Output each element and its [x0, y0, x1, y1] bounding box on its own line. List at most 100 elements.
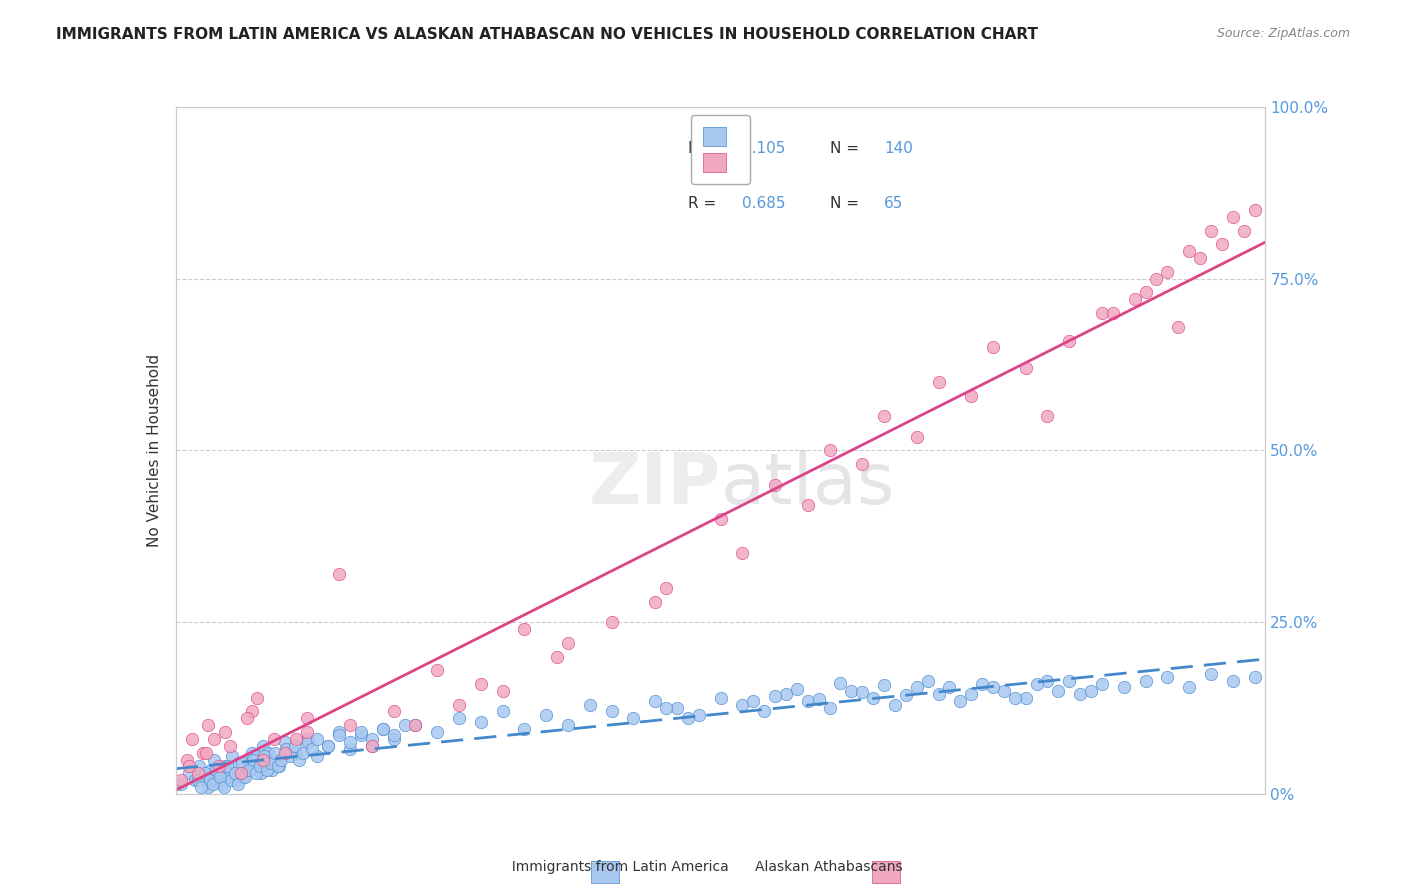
Point [215, 759, 238, 773]
Point [513, 722, 536, 736]
Point [405, 718, 427, 732]
Point [318, 739, 340, 753]
Point [195, 746, 218, 760]
Point [235, 711, 257, 725]
Point [350, 729, 373, 743]
Text: IMMIGRANTS FROM LATIN AMERICA VS ALASKAN ATHABASCAN NO VEHICLES IN HOUSEHOLD COR: IMMIGRANTS FROM LATIN AMERICA VS ALASKAN… [56, 27, 1038, 42]
Y-axis label: No Vehicles in Household: No Vehicles in Household [146, 354, 162, 547]
Point [1025, 677, 1047, 691]
Point [197, 718, 219, 732]
Point [1036, 409, 1059, 424]
Text: 140: 140 [884, 141, 912, 156]
Point [339, 718, 361, 732]
Point [557, 718, 579, 732]
Point [240, 746, 263, 760]
Point [212, 780, 235, 794]
Text: Immigrants from Latin America      Alaskan Athabascans: Immigrants from Latin America Alaskan At… [503, 860, 903, 874]
Point [295, 731, 318, 746]
Point [361, 739, 384, 753]
Legend: , : , [690, 115, 751, 184]
Point [295, 725, 318, 739]
Point [240, 705, 263, 719]
Point [243, 759, 266, 773]
Point [1243, 670, 1265, 684]
Point [1178, 681, 1201, 695]
Point [339, 735, 361, 749]
Point [993, 683, 1015, 698]
Point [1047, 683, 1070, 698]
Point [209, 770, 232, 784]
Point [579, 698, 602, 712]
Point [742, 694, 765, 708]
Point [1059, 673, 1081, 688]
Point [307, 731, 329, 746]
Point [981, 340, 1004, 354]
Point [981, 681, 1004, 695]
Point [202, 731, 225, 746]
Point [1004, 690, 1026, 705]
Point [1135, 673, 1157, 688]
Point [382, 729, 405, 743]
Point [176, 753, 198, 767]
Point [1102, 306, 1125, 320]
Point [644, 694, 666, 708]
Point [274, 735, 297, 749]
Point [201, 776, 224, 790]
Point [797, 499, 820, 513]
Point [1211, 237, 1233, 252]
Text: atlas: atlas [721, 450, 896, 519]
Point [928, 687, 950, 701]
Point [186, 773, 209, 788]
Point [226, 776, 249, 790]
Point [1015, 690, 1038, 705]
Point [170, 773, 193, 788]
Point [1146, 271, 1168, 285]
Point [191, 746, 214, 760]
Point [235, 753, 257, 767]
Point [274, 746, 297, 760]
Point [775, 687, 797, 701]
Point [231, 766, 253, 780]
Point [246, 749, 269, 764]
Point [264, 746, 287, 760]
Point [245, 766, 267, 780]
Point [200, 763, 222, 777]
Point [211, 776, 233, 790]
Point [263, 753, 285, 767]
Point [263, 731, 285, 746]
Point [292, 746, 315, 760]
Point [186, 766, 209, 780]
Point [447, 698, 470, 712]
Point [267, 759, 290, 773]
Point [231, 766, 253, 780]
Point [862, 690, 884, 705]
Point [252, 753, 274, 767]
Point [219, 766, 242, 780]
Point [1059, 334, 1081, 348]
Point [960, 687, 983, 701]
Point [1036, 673, 1059, 688]
Point [394, 718, 416, 732]
Point [786, 682, 808, 697]
Point [470, 677, 492, 691]
Point [328, 567, 350, 582]
Point [307, 749, 329, 764]
Point [928, 375, 950, 389]
Point [274, 742, 297, 756]
Point [1189, 251, 1212, 265]
Text: N =: N = [830, 196, 863, 211]
Point [763, 478, 786, 492]
Point [239, 763, 262, 777]
Point [426, 725, 449, 739]
Point [905, 681, 928, 695]
Point [295, 711, 318, 725]
Point [284, 746, 307, 760]
Point [361, 739, 384, 753]
Point [917, 674, 939, 689]
Point [194, 766, 217, 780]
Point [1080, 683, 1102, 698]
Point [252, 739, 274, 753]
Point [884, 698, 907, 712]
Point [492, 705, 515, 719]
Point [283, 739, 305, 753]
